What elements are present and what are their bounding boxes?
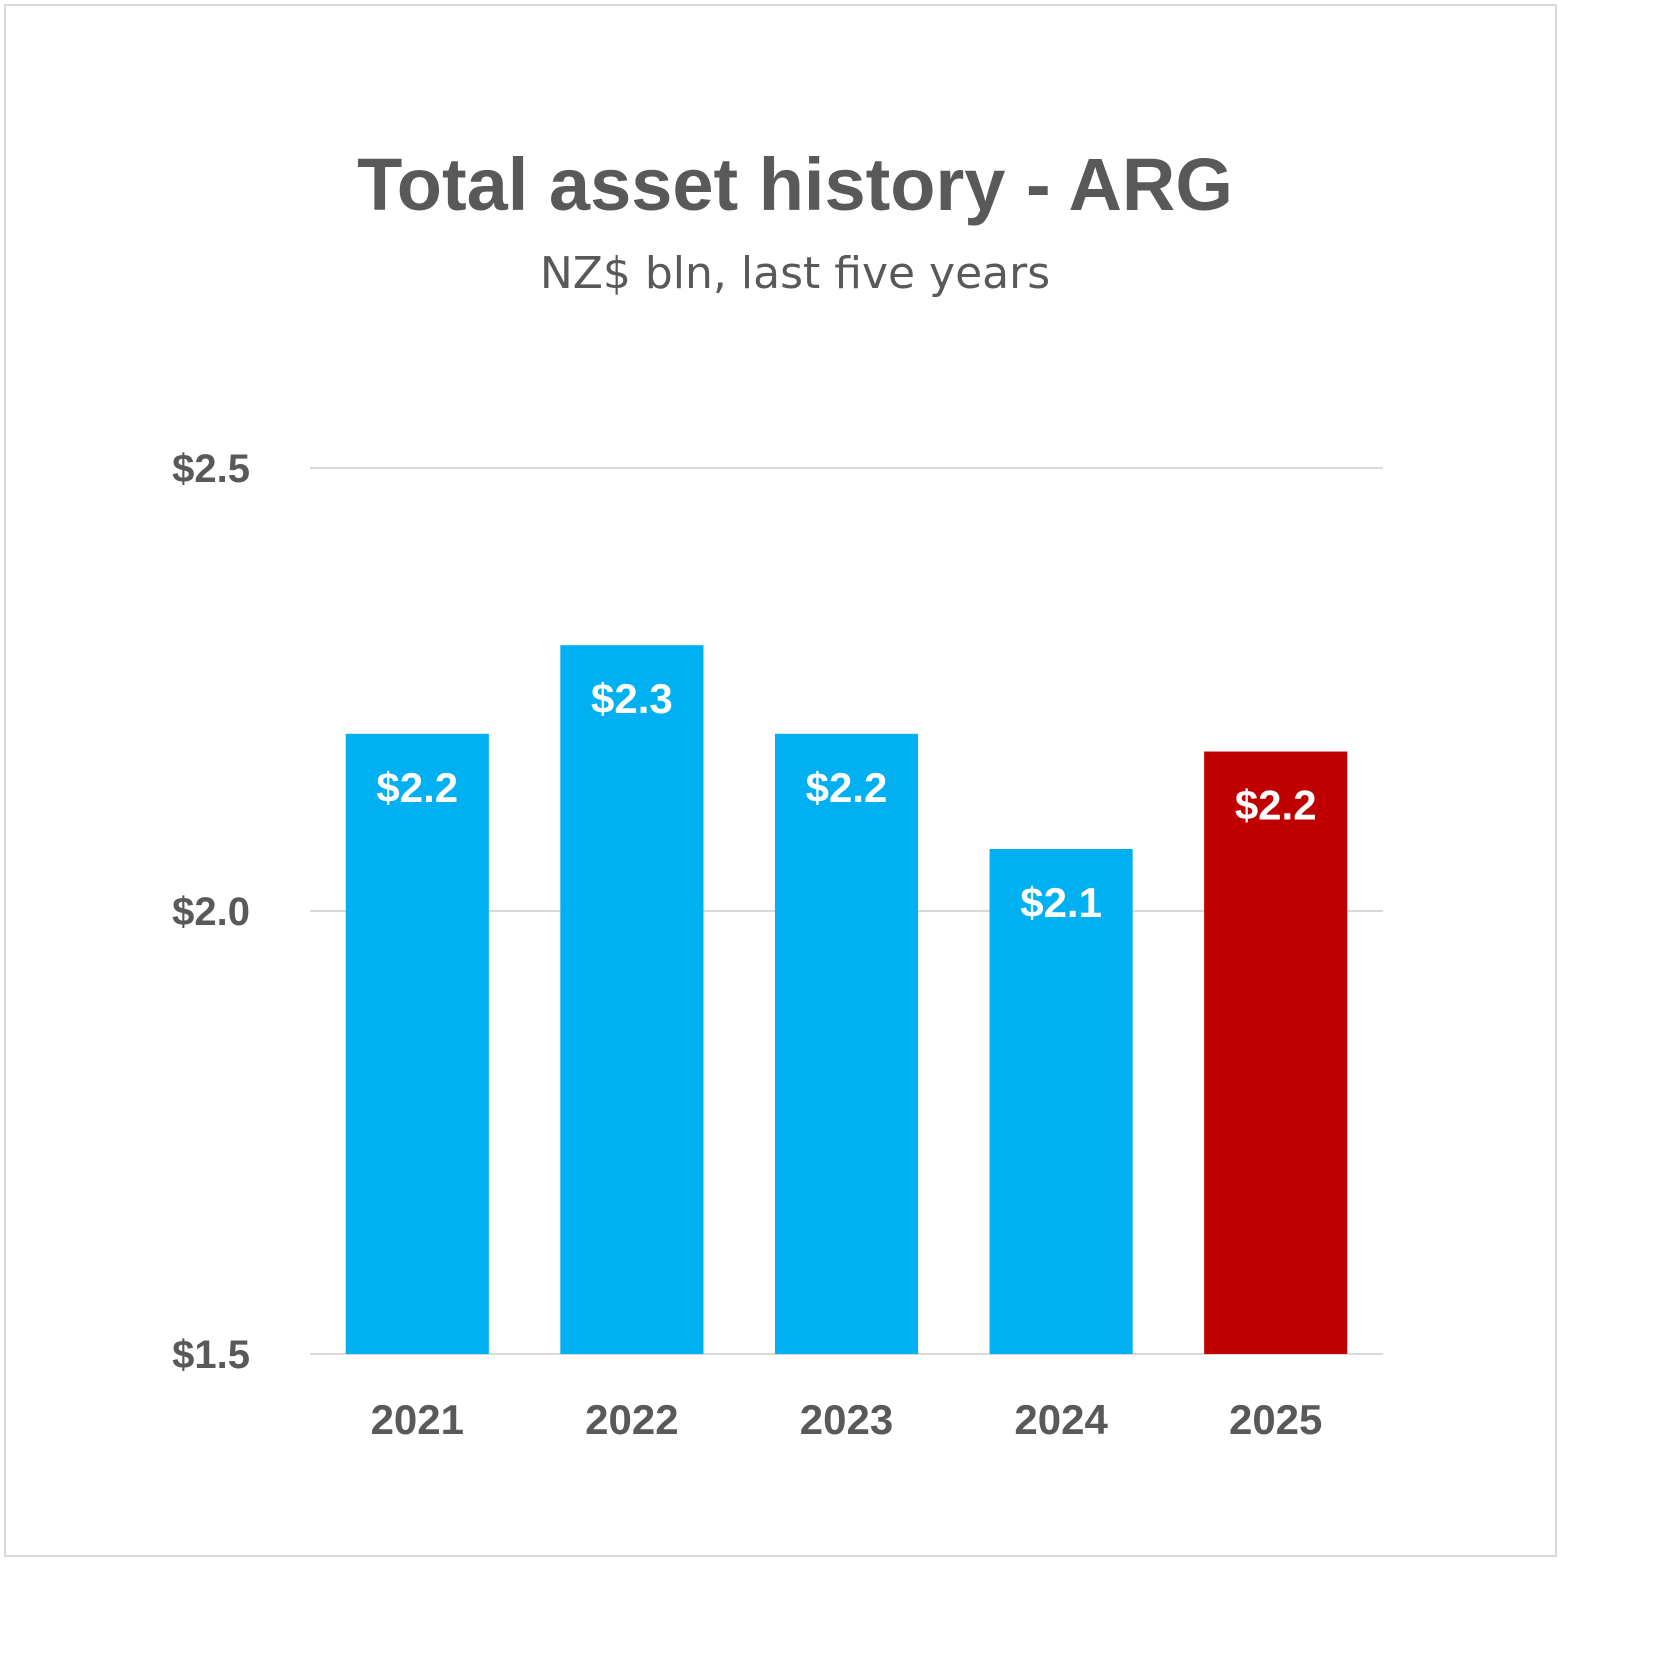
data-label-2021: $2.2 bbox=[376, 764, 458, 811]
y-axis-tick-labels: $1.5 $2.0 $2.5 bbox=[172, 447, 250, 1377]
y-tick-label: $2.5 bbox=[172, 447, 250, 491]
category-label-2022: 2022 bbox=[585, 1396, 678, 1443]
data-label-2023: $2.2 bbox=[806, 764, 888, 811]
data-label-2025: $2.2 bbox=[1235, 782, 1317, 829]
chart-title: Total asset history - ARG bbox=[357, 143, 1233, 226]
y-tick-label: $1.5 bbox=[172, 1333, 250, 1377]
chart-subtitle: NZ$ bln, last five years bbox=[540, 248, 1050, 299]
data-label-2024: $2.1 bbox=[1020, 879, 1102, 926]
bar-2022 bbox=[560, 645, 704, 1354]
bar-2025 bbox=[1204, 751, 1348, 1354]
category-label-2024: 2024 bbox=[1014, 1396, 1108, 1443]
category-label-2023: 2023 bbox=[800, 1396, 893, 1443]
x-axis-category-labels: 2021 2022 2023 2024 2025 bbox=[371, 1396, 1323, 1443]
category-label-2021: 2021 bbox=[371, 1396, 464, 1443]
bar-2021 bbox=[345, 733, 489, 1354]
y-tick-label: $2.0 bbox=[172, 890, 250, 934]
bar-2024 bbox=[989, 848, 1133, 1354]
data-label-2022: $2.3 bbox=[591, 675, 673, 722]
bar-2023 bbox=[774, 733, 919, 1354]
bars bbox=[345, 645, 1348, 1354]
category-label-2025: 2025 bbox=[1229, 1396, 1322, 1443]
data-labels: $2.2 $2.3 $2.2 $2.1 $2.2 bbox=[376, 675, 1316, 926]
